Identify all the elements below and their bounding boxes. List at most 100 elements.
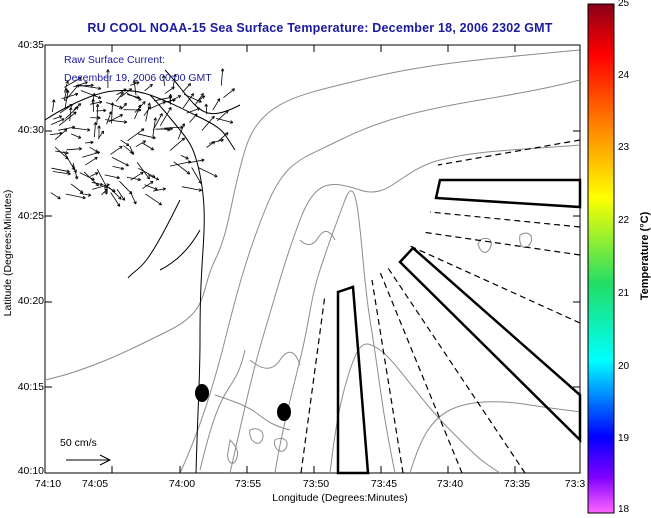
current-vector-head (96, 149, 99, 153)
colorbar-label: Temperature (°C) (639, 211, 651, 301)
current-vector-head (142, 101, 146, 103)
current-vector-head (99, 101, 103, 104)
current-vector (160, 128, 171, 131)
current-vector-head (197, 108, 201, 111)
current-vector-head (75, 106, 79, 108)
current-vector-head (106, 188, 108, 193)
colorbar (587, 3, 615, 514)
colorbar-tick-label: 25 (618, 0, 630, 9)
current-vector-head (159, 113, 163, 116)
current-vector (198, 167, 218, 178)
current-vector-head (205, 103, 209, 107)
current-vector-head (196, 113, 198, 117)
current-vector-head (120, 114, 123, 118)
current-vector-head (67, 173, 71, 176)
current-vector (182, 83, 191, 93)
current-vector (145, 193, 162, 206)
current-vector-head (183, 137, 185, 142)
current-vector-head (220, 138, 224, 141)
current-vector (120, 139, 130, 147)
y-tick-label: 40:20 (17, 295, 44, 307)
current-vector-head (138, 177, 141, 181)
current-vector (164, 126, 184, 129)
current-vector-head (107, 184, 110, 187)
current-vector (116, 188, 126, 201)
current-vector (58, 126, 76, 131)
coastline (44, 69, 241, 474)
current-vector-head (153, 174, 156, 178)
scale-label: 50 cm/s (60, 437, 97, 449)
current-vector-head (198, 190, 202, 192)
lane-southeast (398, 246, 582, 443)
current-vector-head (144, 101, 146, 105)
current-vector-head (130, 152, 134, 155)
current-vector (205, 103, 208, 115)
current-vector-head (167, 129, 171, 132)
current-vector-head (225, 132, 229, 134)
current-vector (173, 161, 191, 175)
current-vector-head (137, 104, 141, 108)
current-vector-head (172, 99, 176, 103)
current-vector-head (87, 195, 92, 197)
current-vector-head (188, 171, 191, 175)
current-vector-head (121, 198, 125, 201)
current-vector (142, 181, 154, 190)
current-vector-head (67, 90, 70, 94)
current-vector (212, 98, 221, 111)
buoy-marker-west (195, 384, 209, 402)
current-vector (182, 93, 194, 109)
current-vector-head (231, 88, 235, 90)
current-vector (106, 111, 112, 125)
current-vector (112, 166, 124, 170)
current-vector-head (163, 101, 166, 105)
current-vector-head (65, 152, 69, 155)
current-vector (79, 172, 95, 181)
current-vector (180, 155, 189, 160)
current-vector (111, 157, 129, 167)
current-vector (144, 84, 153, 92)
x-tick-label: 73:35 (503, 478, 531, 490)
current-vector-head (141, 172, 144, 176)
surface-current-vectors (49, 68, 235, 207)
current-vector-head (97, 125, 100, 129)
current-vector-head (137, 179, 141, 182)
current-vector (83, 171, 99, 187)
current-vector-head (126, 163, 129, 166)
current-vector-head (95, 184, 99, 187)
current-vector (191, 167, 202, 184)
bathymetry-contours (44, 49, 581, 474)
current-vector-head (67, 171, 71, 175)
current-vector (127, 128, 145, 142)
current-vector-head (78, 147, 82, 150)
current-vector (104, 174, 120, 179)
current-vector-head (137, 95, 140, 98)
current-vector-head (98, 100, 103, 103)
current-vector-head (106, 69, 109, 73)
current-vector-head (225, 110, 229, 112)
current-vector-head (90, 84, 94, 88)
current-vector-head (64, 88, 68, 92)
current-vector-head (194, 113, 198, 116)
current-vector (82, 151, 100, 158)
current-vector-head (63, 128, 67, 131)
current-vector (154, 96, 172, 102)
current-vector-head (87, 127, 91, 131)
current-vector (127, 94, 140, 99)
current-vector (54, 129, 68, 140)
current-vector (49, 132, 63, 135)
current-vector-head (120, 91, 124, 94)
current-vector (134, 104, 141, 120)
current-vector (110, 145, 123, 155)
current-vector-head (138, 109, 142, 112)
current-vector-head (75, 84, 79, 87)
current-vector-head (138, 108, 142, 111)
colorbar-tick-label: 24 (618, 70, 630, 81)
current-vector-head (170, 94, 173, 98)
current-vector-head (136, 82, 140, 85)
current-vector-head (76, 106, 79, 110)
current-vector-head (151, 147, 155, 151)
current-vector (89, 146, 99, 153)
axis-ticks (44, 44, 581, 474)
current-vector (189, 113, 198, 123)
x-tick-label: 74:05 (81, 478, 109, 490)
